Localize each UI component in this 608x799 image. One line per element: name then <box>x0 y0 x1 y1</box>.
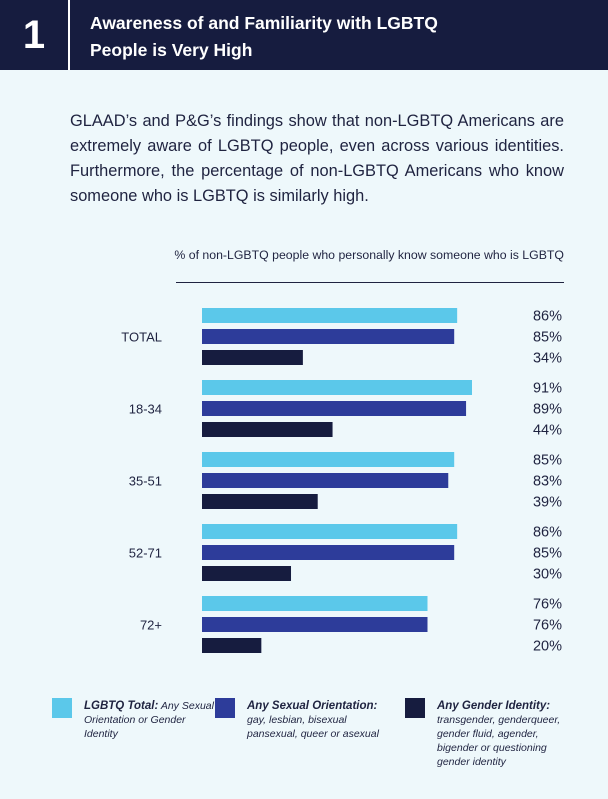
legend-description: gay, lesbian, bisexual pansexual, queer … <box>247 714 379 740</box>
value-label: 85% <box>533 546 562 562</box>
bar <box>202 380 472 395</box>
value-label: 44% <box>533 423 562 439</box>
value-label: 39% <box>533 495 562 511</box>
bar <box>202 566 292 581</box>
value-label: 86% <box>533 525 562 541</box>
bar <box>202 596 428 611</box>
bar <box>202 422 333 437</box>
bar <box>202 473 449 488</box>
chart-title-rule <box>176 282 564 283</box>
value-label: 34% <box>533 351 562 367</box>
header-divider <box>68 0 70 70</box>
bar <box>202 638 262 653</box>
legend-swatch <box>405 698 425 718</box>
value-label: 76% <box>533 597 562 613</box>
bar <box>202 524 458 539</box>
section-header: 1 Awareness of and Familiarity with LGBT… <box>0 0 608 70</box>
value-label: 86% <box>533 309 562 325</box>
legend-swatch <box>52 698 72 718</box>
chart-title: % of non-LGBTQ people who personally kno… <box>174 248 564 262</box>
section-title: Awareness of and Familiarity with LGBTQ … <box>90 10 590 64</box>
bar <box>202 545 455 560</box>
category-label: TOTAL <box>121 330 162 345</box>
section-title-line-2: People is Very High <box>90 40 253 60</box>
legend-swatch <box>215 698 235 718</box>
value-label: 89% <box>533 402 562 418</box>
legend-name: Any Sexual Orientation: <box>247 700 378 712</box>
legend-description: Any Sexual Orientation or Gender Identit… <box>84 700 214 740</box>
value-label: 20% <box>533 639 562 655</box>
category-label: 52-71 <box>129 546 162 561</box>
bar <box>202 308 458 323</box>
category-label: 35-51 <box>129 474 162 489</box>
legend-description: transgender, genderqueer, gender fluid, … <box>437 714 561 768</box>
legend-name: Any Gender Identity: <box>437 700 551 712</box>
bar <box>202 617 428 632</box>
bar <box>202 329 455 344</box>
legend-name: LGBTQ Total: <box>84 700 159 712</box>
value-label: 76% <box>533 618 562 634</box>
section-number: 1 <box>22 13 46 57</box>
intro-paragraph: GLAAD’s and P&G’s findings show that non… <box>70 112 564 205</box>
value-label: 30% <box>533 567 562 583</box>
value-label: 83% <box>533 474 562 490</box>
bar <box>202 401 467 416</box>
value-label: 85% <box>533 453 562 469</box>
section-title-line-1: Awareness of and Familiarity with LGBTQ <box>90 13 438 33</box>
value-label: 91% <box>533 381 562 397</box>
bar <box>202 350 303 365</box>
bar <box>202 452 455 467</box>
category-label: 18-34 <box>129 402 162 417</box>
value-label: 85% <box>533 330 562 346</box>
category-label: 72+ <box>140 618 162 633</box>
bar <box>202 494 318 509</box>
